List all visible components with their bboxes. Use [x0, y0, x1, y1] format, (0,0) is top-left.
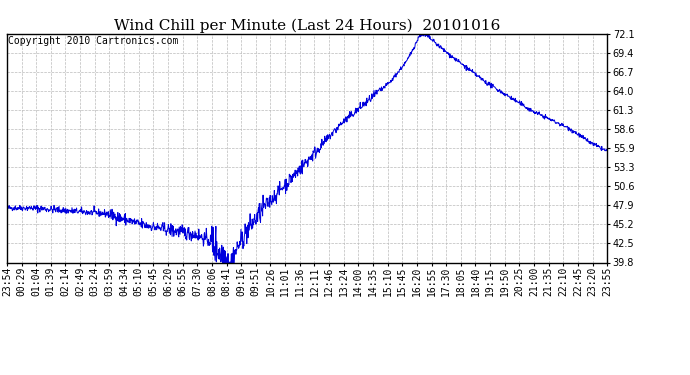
Text: Copyright 2010 Cartronics.com: Copyright 2010 Cartronics.com	[8, 36, 179, 46]
Title: Wind Chill per Minute (Last 24 Hours)  20101016: Wind Chill per Minute (Last 24 Hours) 20…	[114, 18, 500, 33]
